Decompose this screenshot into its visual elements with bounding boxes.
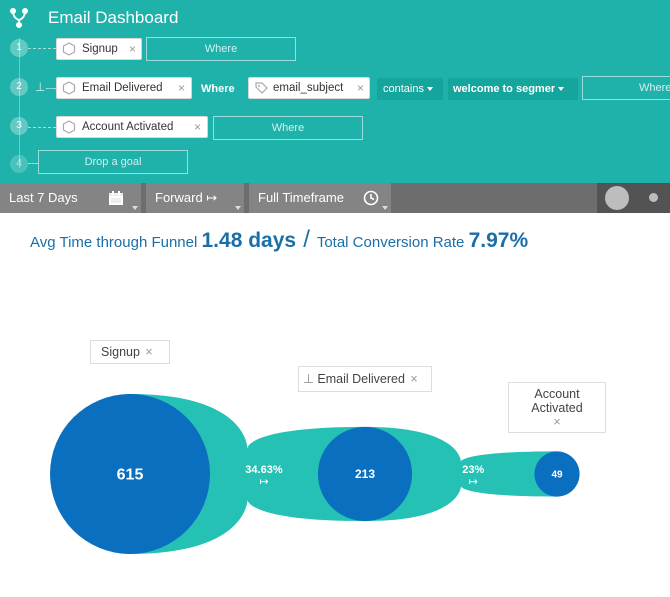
chevron-down-icon [558,87,565,92]
funnel-flow-band [365,426,557,522]
conversion-rate-value: 7.97% [468,229,529,252]
step-number-1: 1 [10,39,28,57]
value-label: welcome to segmer [453,83,556,95]
where-filter-button[interactable]: Where [213,116,363,140]
drop-goal-target[interactable]: Drop a goal [38,150,188,174]
funnel-node[interactable] [317,426,413,522]
dropdown-corner-icon [382,206,388,210]
avg-time-label: Avg Time through Funnel [30,234,198,251]
remove-step-icon[interactable]: × [178,81,186,95]
timeframe-label: Full Timeframe [258,190,344,205]
remove-property-icon[interactable]: × [357,81,365,95]
date-toolbar: Last 7 Days Forward ↦ Full Timeframe [0,183,670,213]
step-event-label: Account Activated [82,121,174,133]
date-range-dropdown[interactable]: Last 7 Days [0,183,141,213]
step-number-3: 3 [10,117,28,135]
avg-time-value: 1.48 days [201,229,297,252]
step-event-label: Email Delivered [82,82,163,94]
operator-dropdown[interactable]: contains [377,78,443,100]
funnel-stage-label-email-delivered[interactable]: ⊥ Email Delivered × [298,366,432,392]
where-label: Where [201,83,235,95]
funnel-summary: Avg Time through Funnel 1.48 days / Tota… [30,226,528,254]
funnel-stage-label-account-activated[interactable]: Account Activated × [508,382,606,433]
pin-icon[interactable]: ⊥ [35,80,46,94]
step-connector-line [19,38,20,168]
direction-dropdown[interactable]: Forward ↦ [146,183,244,213]
tag-icon [255,82,268,94]
property-label: email_subject [273,82,344,94]
funnel-stage-label: Account Activated [531,387,583,415]
forward-arrow-icon: ↦ [259,475,268,488]
where-filter-button[interactable]: Where [146,37,296,61]
funnel-branch-icon[interactable] [8,6,30,30]
funnel-builder-header: Email Dashboard 1 Signup × Where 2 ⊥ Ema… [0,0,670,183]
conversion-rate-label: Total Conversion Rate [316,234,465,251]
remove-stage-icon[interactable]: × [553,415,561,429]
direction-label: Forward ↦ [155,190,218,205]
event-hexagon-icon [62,120,76,134]
funnel-node-count: 49 [551,470,563,481]
pin-icon[interactable]: ⊥ [303,372,314,386]
forward-arrow-icon: ↦ [469,475,478,488]
property-chip[interactable]: email_subject × [248,77,370,99]
dropdown-corner-icon [132,206,138,210]
step-dash [28,48,56,49]
event-hexagon-icon [62,81,76,95]
remove-step-icon[interactable]: × [129,42,137,56]
remove-step-icon[interactable]: × [194,120,202,134]
date-range-label: Last 7 Days [9,190,78,205]
step-number-2: 2 [10,78,28,96]
step-event-chip-account-activated[interactable]: Account Activated × [56,116,208,138]
funnel-node[interactable] [50,394,210,554]
chevron-down-icon [426,87,433,92]
step-event-chip-signup[interactable]: Signup × [56,38,142,60]
funnel-node-count: 213 [355,467,375,481]
step-event-chip-email-delivered[interactable]: Email Delivered × [56,77,192,99]
remove-stage-icon[interactable]: × [145,345,153,359]
remove-stage-icon[interactable]: × [410,372,418,386]
calendar-icon [109,191,123,205]
event-hexagon-icon [62,42,76,56]
timeframe-dropdown[interactable]: Full Timeframe [249,183,391,213]
step-event-label: Signup [82,43,118,55]
toggle-dot [649,193,658,202]
step-number-4: 4 [10,155,28,173]
funnel-stage-label-signup[interactable]: Signup × [90,340,170,364]
value-dropdown[interactable]: welcome to segmer [448,78,578,100]
dropdown-corner-icon [235,206,241,210]
stats-separator: / [303,226,310,253]
clock-icon [363,190,379,206]
funnel-node[interactable] [534,451,580,497]
add-where-filter-button[interactable]: Where [582,76,670,100]
operator-label: contains [383,83,424,95]
funnel-node-count: 615 [117,467,144,484]
page-title: Email Dashboard [48,8,179,27]
toggle-knob[interactable] [605,186,629,210]
conversion-rate-label: 34.63% [245,464,283,476]
funnel-chart: 34.63%↦23%↦615 213 49 [50,394,580,554]
step-dash [28,127,56,128]
conversion-rate-label: 23% [462,464,484,476]
view-toggle[interactable] [597,183,670,213]
funnel-stage-label: Signup [101,345,140,359]
step-dash [28,163,38,164]
funnel-stage-label: Email Delivered [317,372,405,386]
step-dash [46,88,56,89]
